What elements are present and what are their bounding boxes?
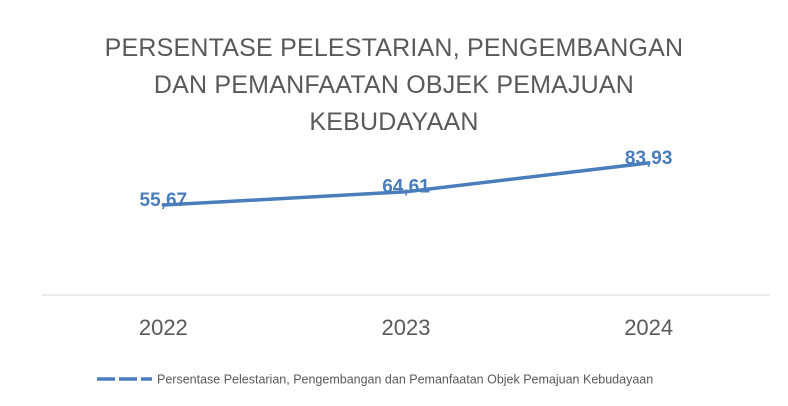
line: [161, 161, 651, 207]
chart-title: PERSENTASE PELESTARIAN, PENGEMBANGAN DAN…: [104, 34, 684, 136]
data-label: 64,61: [382, 177, 430, 198]
x-tick-label: 2023: [382, 315, 431, 340]
data-label: 55,67: [140, 190, 188, 211]
x-tick-label: 2024: [624, 315, 673, 340]
data-label: 83,93: [625, 148, 673, 169]
legend-label: Persentase Pelestarian, Pengembangan dan…: [157, 372, 653, 386]
x-tick-label: 2022: [139, 315, 188, 340]
